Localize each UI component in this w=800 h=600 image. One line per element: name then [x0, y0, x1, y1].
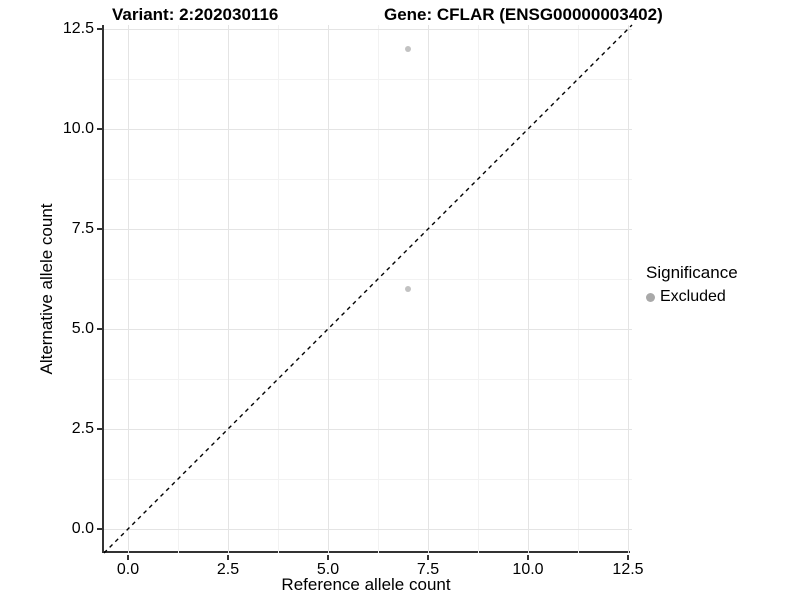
legend-item-label: Excluded	[660, 288, 726, 305]
x-tick-label: 12.5	[612, 561, 644, 578]
y-tick-mark	[97, 528, 102, 530]
gridline-minor-horizontal	[104, 278, 632, 280]
gridline-major-vertical	[327, 25, 329, 553]
x-tick-label: 2.5	[216, 561, 240, 578]
gridline-major-vertical	[627, 25, 629, 553]
gridline-major-vertical	[127, 25, 129, 553]
y-tick-label: 0.0	[71, 520, 94, 537]
x-tick-label: 10.0	[512, 561, 544, 578]
gridline-minor-vertical	[477, 25, 479, 553]
x-tick-mark	[127, 555, 129, 560]
gridline-minor-horizontal	[104, 78, 632, 80]
x-tick-label: 0.0	[116, 561, 140, 578]
y-tick-mark	[97, 428, 102, 430]
x-tick-mark	[627, 555, 629, 560]
y-tick-label: 12.5	[62, 20, 94, 37]
x-tick-mark	[527, 555, 529, 560]
gridline-major-horizontal	[104, 28, 632, 30]
x-axis-title: Reference allele count	[281, 575, 451, 594]
y-tick-mark	[97, 128, 102, 130]
x-tick-mark	[227, 555, 229, 560]
identity-line	[103, 24, 633, 554]
gridline-major-horizontal	[104, 228, 632, 230]
legend-item: Excluded	[646, 288, 738, 306]
gridline-major-horizontal	[104, 128, 632, 130]
x-tick-label: 7.5	[416, 561, 440, 578]
gridline-major-horizontal	[104, 428, 632, 430]
legend: Significance Excluded	[646, 263, 738, 306]
legend-items: Excluded	[646, 288, 738, 306]
gridline-minor-vertical	[177, 25, 179, 553]
y-tick-mark	[97, 28, 102, 30]
gridline-major-horizontal	[104, 528, 632, 530]
legend-title: Significance	[646, 263, 738, 282]
x-tick-mark	[427, 555, 429, 560]
plot-title-gene: Gene: CFLAR (ENSG00000003402)	[384, 5, 663, 24]
legend-marker-circle-icon	[646, 292, 655, 302]
y-tick-label: 7.5	[71, 220, 94, 237]
plot-title-variant: Variant: 2:202030116	[112, 5, 279, 24]
plot-panel-layers	[103, 24, 633, 554]
gridline-minor-horizontal	[104, 378, 632, 380]
x-tick-label: 5.0	[316, 561, 340, 578]
gridline-major-horizontal	[104, 328, 632, 330]
gridline-minor-horizontal	[104, 478, 632, 480]
y-tick-mark	[97, 328, 102, 330]
gridline-major-vertical	[527, 25, 529, 553]
gridline-minor-vertical	[277, 25, 279, 553]
data-point	[405, 46, 411, 52]
x-tick-mark	[327, 555, 329, 560]
y-tick-label: 2.5	[71, 420, 94, 437]
gridline-minor-vertical	[577, 25, 579, 553]
gridline-minor-horizontal	[104, 178, 632, 180]
y-tick-label: 10.0	[62, 120, 94, 137]
data-point	[405, 286, 411, 292]
plot-panel	[102, 24, 633, 554]
gridline-major-vertical	[227, 25, 229, 553]
gridline-major-vertical	[427, 25, 429, 553]
gridline-minor-vertical	[377, 25, 379, 553]
y-tick-label: 5.0	[71, 320, 94, 337]
y-tick-mark	[97, 228, 102, 230]
